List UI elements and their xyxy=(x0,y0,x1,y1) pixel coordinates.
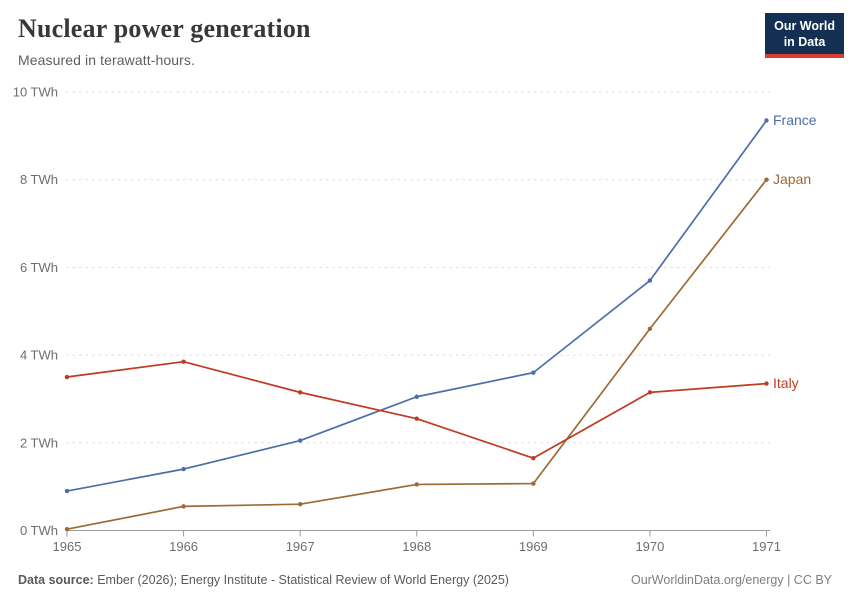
data-point-japan-1965 xyxy=(64,526,70,532)
x-tick-label: 1967 xyxy=(286,539,315,554)
page-title: Nuclear power generation xyxy=(18,14,311,43)
footer-right: OurWorldinData.org/energy | CC BY xyxy=(631,573,832,587)
license-label: | CC BY xyxy=(783,573,832,587)
owid-logo-line1: Our World xyxy=(774,19,835,33)
owid-logo-line2: in Data xyxy=(783,34,826,49)
data-source-text: Ember (2026); Energy Institute - Statist… xyxy=(93,573,509,587)
data-point-italy-1971 xyxy=(764,381,769,386)
series-label-japan[interactable]: Japan xyxy=(773,171,811,187)
data-source-label: Data source: xyxy=(18,573,94,587)
x-tick-label: 1968 xyxy=(402,539,431,554)
series-line-japan[interactable] xyxy=(66,178,768,531)
owid-url-link[interactable]: OurWorldinData.org/energy xyxy=(630,573,784,587)
series-line-italy[interactable] xyxy=(66,360,768,459)
data-point-japan-1970 xyxy=(647,326,653,331)
series-label-italy[interactable]: Italy xyxy=(773,375,799,391)
data-point-italy-1970 xyxy=(647,390,653,395)
x-tick-label: 1970 xyxy=(635,539,664,554)
x-tick-label: 1971 xyxy=(752,539,781,554)
data-point-japan-1968 xyxy=(414,482,419,487)
data-point-italy-1969 xyxy=(531,455,536,461)
data-point-france-1971 xyxy=(764,118,769,123)
series-line-france[interactable] xyxy=(66,119,768,492)
data-point-france-1970 xyxy=(647,278,653,283)
data-point-france-1966 xyxy=(181,466,186,472)
data-point-italy-1967 xyxy=(297,390,303,395)
y-tick-label: 8 TWh xyxy=(20,172,58,187)
data-point-japan-1967 xyxy=(297,501,303,507)
x-tick-label: 1969 xyxy=(519,539,548,554)
x-tick-label: 1966 xyxy=(169,539,198,554)
x-tick-label: 1965 xyxy=(53,539,82,554)
owid-logo[interactable]: Our World in Data xyxy=(765,13,844,59)
y-tick-label: 2 TWh xyxy=(20,435,58,450)
series-label-france[interactable]: France xyxy=(773,112,817,128)
data-point-france-1965 xyxy=(64,488,70,494)
y-tick-label: 0 TWh xyxy=(20,523,58,538)
data-source-note: Data source: Ember (2026); Energy Instit… xyxy=(18,573,509,587)
data-point-japan-1969 xyxy=(531,481,536,486)
y-tick-label: 4 TWh xyxy=(20,348,58,363)
y-tick-label: 10 TWh xyxy=(13,85,58,100)
data-point-italy-1968 xyxy=(414,416,419,421)
chart-header: Nuclear power generation Measured in ter… xyxy=(18,14,740,68)
data-point-france-1968 xyxy=(414,394,419,399)
chart-footer: Data source: Ember (2026); Energy Instit… xyxy=(18,573,832,587)
data-point-france-1969 xyxy=(531,370,536,375)
data-point-japan-1971 xyxy=(764,177,769,182)
data-point-france-1967 xyxy=(297,438,303,443)
y-tick-label: 6 TWh xyxy=(20,260,58,275)
data-point-italy-1966 xyxy=(181,359,186,364)
chart-subtitle: Measured in terawatt-hours. xyxy=(18,51,196,68)
data-point-italy-1965 xyxy=(64,374,70,380)
data-point-japan-1966 xyxy=(181,504,186,509)
